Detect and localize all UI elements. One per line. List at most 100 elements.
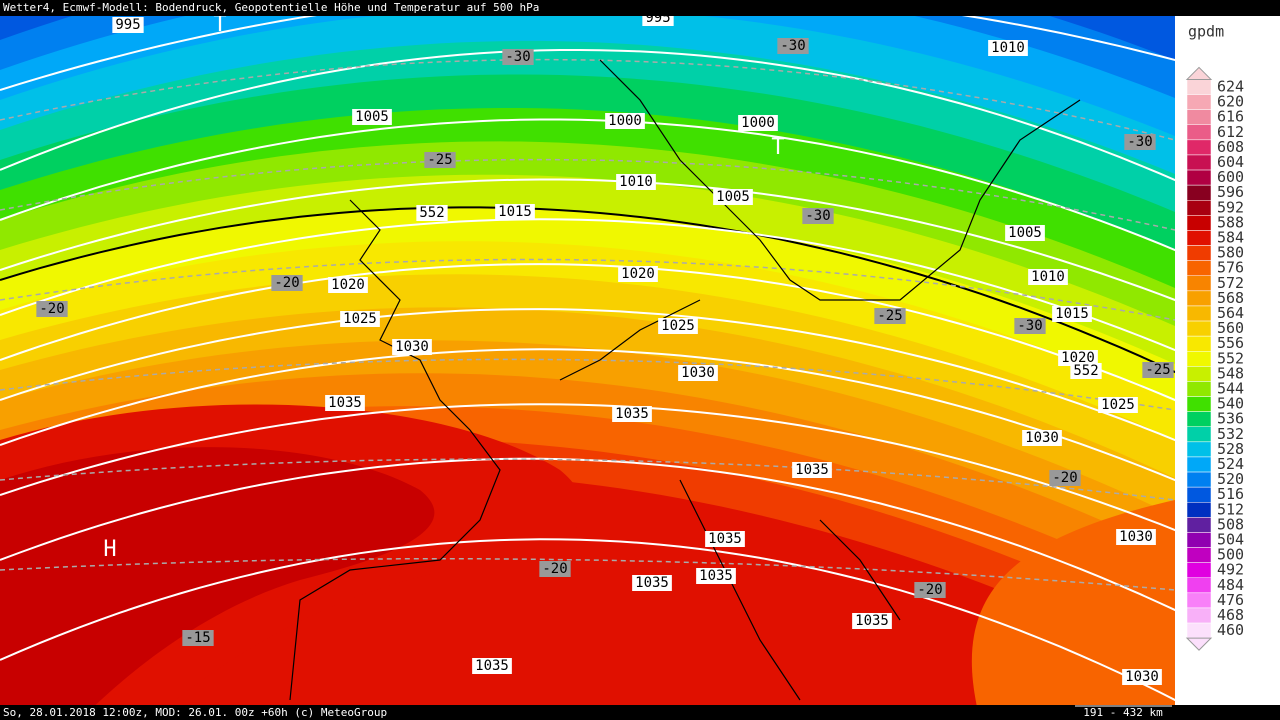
pressure-label-box — [1052, 306, 1092, 322]
legend-swatch — [1186, 169, 1212, 186]
pressure-label-box — [612, 406, 652, 422]
pressure-label: 1005 — [716, 189, 750, 205]
legend-label: 536 — [1217, 410, 1244, 428]
pressure-label-box — [1022, 430, 1062, 446]
temperature-label: -30 — [780, 38, 805, 54]
pressure-label-box — [340, 311, 380, 327]
temperature-label-box — [777, 38, 809, 54]
temperature-label: -25 — [877, 308, 902, 324]
pressure-label-box — [705, 531, 745, 547]
isobar — [0, 118, 1175, 252]
pressure-label-box — [696, 568, 736, 584]
temperature-label-box — [874, 308, 906, 324]
pressure-label: 1035 — [635, 575, 669, 591]
pressure-label: 1015 — [498, 204, 532, 220]
pressure-center: H — [103, 537, 116, 562]
legend-swatch — [1186, 517, 1212, 533]
legend-swatch — [1186, 94, 1212, 110]
pressure-label: 1005 — [355, 109, 389, 125]
pressure-label: 1015 — [1055, 306, 1089, 322]
pressure-label: 1010 — [991, 40, 1025, 56]
legend-label: 552 — [1217, 349, 1244, 367]
legend-swatch — [1186, 290, 1212, 307]
pressure-label: 1020 — [331, 277, 365, 293]
legend-label: 572 — [1217, 274, 1244, 292]
pressure-label: 1035 — [475, 658, 509, 674]
field-band — [971, 500, 1175, 705]
legend-label: 584 — [1217, 229, 1244, 247]
legend-swatch — [1186, 79, 1212, 95]
legend-swatch — [1186, 275, 1212, 292]
legend-label: 548 — [1217, 364, 1244, 382]
legend-label: 568 — [1217, 289, 1244, 307]
isobar — [0, 308, 1175, 442]
pressure-label: 1020 — [1061, 350, 1095, 366]
pressure-label: 1030 — [1125, 669, 1159, 685]
temperature-label: -25 — [427, 152, 452, 168]
isobar — [0, 218, 1175, 352]
map: 995 995 1010 1005 1000 1000 1010 1005 1015 1005 10… — [0, 10, 1175, 705]
pressure-label-box — [988, 40, 1028, 56]
isobar — [0, 403, 1175, 532]
pressure-label-box — [1028, 269, 1068, 285]
legend-swatch — [1186, 139, 1212, 156]
legend-label: 560 — [1217, 319, 1244, 337]
pressure-label: 1010 — [1031, 269, 1065, 285]
pressure-label: 995 — [645, 10, 670, 26]
legend-swatch — [1186, 441, 1212, 458]
legend-swatch — [1186, 622, 1212, 639]
pressure-label: 1010 — [619, 174, 653, 190]
legend-swatch — [1186, 351, 1212, 367]
pressure-label: 1035 — [328, 395, 362, 411]
pressure-label-box — [352, 109, 392, 125]
legend-swatch — [1186, 396, 1212, 412]
height-label-box — [1070, 363, 1102, 379]
pressure-label-box — [112, 17, 144, 33]
temperature-label-box — [1049, 470, 1081, 486]
temperature-label: -20 — [542, 561, 567, 577]
temperature-label: -30 — [1017, 318, 1042, 334]
pressure-label: 1025 — [343, 311, 377, 327]
pressure-label-box — [792, 462, 832, 478]
contour-552 — [0, 206, 1175, 374]
legend-unit: gpdm — [1188, 23, 1224, 41]
pressure-label: 1030 — [681, 365, 715, 381]
legend-label: 508 — [1217, 515, 1244, 533]
legend-swatch — [1186, 592, 1212, 609]
isotherm — [0, 358, 1175, 411]
legend-swatch — [1186, 456, 1212, 473]
pressure-label-box — [472, 658, 512, 674]
legend-swatch — [1186, 245, 1212, 261]
pressure-center: T — [771, 135, 784, 160]
header-bar — [0, 0, 1280, 16]
pressure-label-box — [495, 204, 535, 220]
legend-swatch — [1186, 577, 1212, 594]
temperature-label-box — [1124, 134, 1156, 150]
temperature-label-box — [36, 301, 68, 317]
pressure-label-box — [328, 277, 368, 293]
legend-label: 520 — [1217, 470, 1244, 488]
legend-swatch — [1186, 411, 1212, 427]
pressure-label-box — [325, 395, 365, 411]
legend-swatch — [1186, 215, 1212, 231]
legend-swatch — [1186, 547, 1212, 563]
legend-label: 608 — [1217, 138, 1244, 156]
legend-label: 516 — [1217, 485, 1244, 503]
pressure-label: 1035 — [699, 568, 733, 584]
height-label-box — [416, 205, 448, 221]
temperature-label-box — [271, 275, 303, 291]
legend-label: 576 — [1217, 259, 1244, 277]
legend-label: 544 — [1217, 380, 1244, 398]
legend-label: 504 — [1217, 531, 1244, 549]
pressure-label: 1030 — [1025, 430, 1059, 446]
legend-label: 512 — [1217, 500, 1244, 518]
isobar — [0, 49, 1175, 182]
temperature-label-box — [424, 152, 456, 168]
pressure-label: 1035 — [795, 462, 829, 478]
temperature-label-box — [914, 582, 946, 598]
pressure-label: 1035 — [855, 613, 889, 629]
legend-swatch — [1186, 366, 1212, 382]
legend-swatch — [1186, 562, 1212, 579]
pressure-label: 1030 — [395, 339, 429, 355]
legend-swatch — [1186, 502, 1212, 518]
